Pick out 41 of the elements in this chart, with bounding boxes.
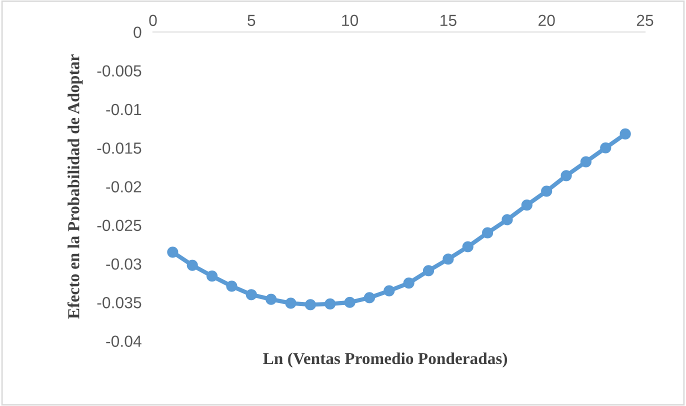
point (462, 241, 474, 252)
point (442, 254, 454, 265)
point (541, 186, 552, 197)
x-axis-title: Ln (Ventas Promedio Ponderadas) (263, 352, 508, 368)
point (521, 199, 532, 211)
point (246, 289, 257, 300)
point (482, 227, 494, 238)
x-tick-label: 15 (440, 14, 456, 26)
point (384, 285, 395, 296)
y-tick-label: -0.035 (97, 297, 142, 308)
point (560, 170, 572, 182)
point (502, 214, 513, 226)
x-tick-label: 25 (636, 14, 654, 26)
point (167, 246, 178, 258)
point (206, 270, 218, 282)
y-tick-label: -0.04 (106, 336, 142, 347)
point (422, 265, 434, 276)
point (364, 292, 376, 304)
point (226, 280, 238, 292)
y-tick-label: -0.03 (106, 258, 142, 270)
x-tick-label: 20 (538, 14, 555, 26)
point (600, 142, 612, 154)
point (266, 294, 277, 305)
x-tick-label: 10 (342, 14, 358, 26)
point (403, 278, 414, 289)
x-tick-label: 5 (248, 14, 256, 26)
x-tick-label: 0 (149, 14, 157, 26)
point (304, 299, 316, 310)
y-tick-label: -0.015 (97, 142, 142, 154)
point (285, 298, 296, 309)
point (186, 260, 198, 271)
y-tick-label: -0.005 (97, 65, 142, 77)
y-tick-label: 0 (134, 26, 142, 38)
point (344, 296, 356, 308)
point (620, 128, 631, 140)
point (324, 298, 336, 310)
y-tick-label: -0.025 (97, 220, 142, 232)
point (580, 156, 592, 168)
y-tick-label: -0.02 (106, 181, 142, 192)
y-axis-title: Efecto en la Probabilidad de Adoptar (67, 54, 83, 319)
y-tick-label: -0.01 (106, 104, 142, 116)
